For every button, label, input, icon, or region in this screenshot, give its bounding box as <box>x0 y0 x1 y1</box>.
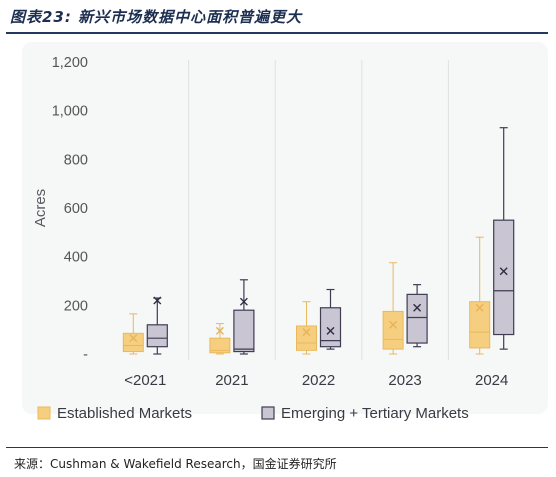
box <box>469 301 491 349</box>
y-tick-label: 400 <box>64 250 88 266</box>
footer-rule <box>6 447 548 448</box>
x-tick-label: 2022 <box>302 372 335 389</box>
x-tick-label: <2021 <box>124 372 166 389</box>
title-rule <box>6 32 548 34</box>
y-tick-label: 600 <box>64 201 88 217</box>
box <box>296 325 317 351</box>
mean-marker <box>326 326 335 335</box>
mean-marker <box>475 303 484 312</box>
chart-container: Acres - 200 400 600 800 1,000 1,200 <2021 2021 202… <box>0 36 556 440</box>
mean-marker <box>129 334 138 343</box>
y-tick-label: 1,000 <box>52 104 88 120</box>
box <box>233 309 255 353</box>
legend-item-emerging-tertiary-markets: Emerging + Tertiary Markets <box>261 405 469 422</box>
box <box>209 337 231 354</box>
legend-swatch <box>37 406 51 420</box>
box-plot-2024-emerging <box>493 127 515 350</box>
box-plot-2021-emerging <box>233 279 255 355</box>
mean-marker <box>153 296 162 305</box>
box <box>406 293 428 344</box>
mean-marker <box>413 303 422 312</box>
mean-marker <box>302 328 311 337</box>
y-tick-label: 1,200 <box>52 55 88 71</box>
box <box>122 332 144 353</box>
legend-item-established-markets: Established Markets <box>37 405 192 422</box>
mean-marker <box>239 297 248 306</box>
box-plot-2021-established <box>209 323 231 355</box>
y-tick-label: - <box>83 347 88 363</box>
box <box>493 219 515 336</box>
x-tick-label: 2023 <box>388 372 421 389</box>
x-tick-label: 2021 <box>215 372 248 389</box>
chart-background <box>22 42 548 414</box>
y-tick-label: 200 <box>64 298 88 314</box>
legend-label: Emerging + Tertiary Markets <box>281 405 469 422</box>
mean-marker <box>389 320 398 329</box>
box-plot-2021-established <box>122 313 144 355</box>
box-plot-2024-established <box>469 236 491 355</box>
series-established-markets <box>122 236 491 355</box>
legend-label: Established Markets <box>57 405 192 422</box>
box-plot-2022-emerging <box>319 288 342 350</box>
y-axis-label: Acres <box>32 189 49 227</box>
y-tick-label: 800 <box>64 152 88 168</box>
figure-title: 图表23: 新兴市场数据中心面积普遍更大 <box>10 8 303 26</box>
box <box>146 324 168 348</box>
box-plot-2023-emerging <box>406 284 428 348</box>
box-plot-2022-established <box>296 301 317 355</box>
box-plot-2023-established <box>382 262 404 355</box>
x-tick-label: 2024 <box>475 372 508 389</box>
legend-swatch <box>261 406 275 420</box>
box-plot-chart: Acres - 200 400 600 800 1,000 1,200 <2021 2021 202… <box>22 42 548 422</box>
mean-marker <box>499 267 508 276</box>
box-plot-2021-emerging <box>146 296 168 355</box>
box <box>319 307 342 348</box>
box <box>382 310 404 350</box>
series-emerging-tertiary-markets <box>146 127 515 355</box>
source-note: 来源：Cushman & Wakefield Research，国金证券研究所 <box>14 457 337 471</box>
mean-marker <box>215 326 224 335</box>
